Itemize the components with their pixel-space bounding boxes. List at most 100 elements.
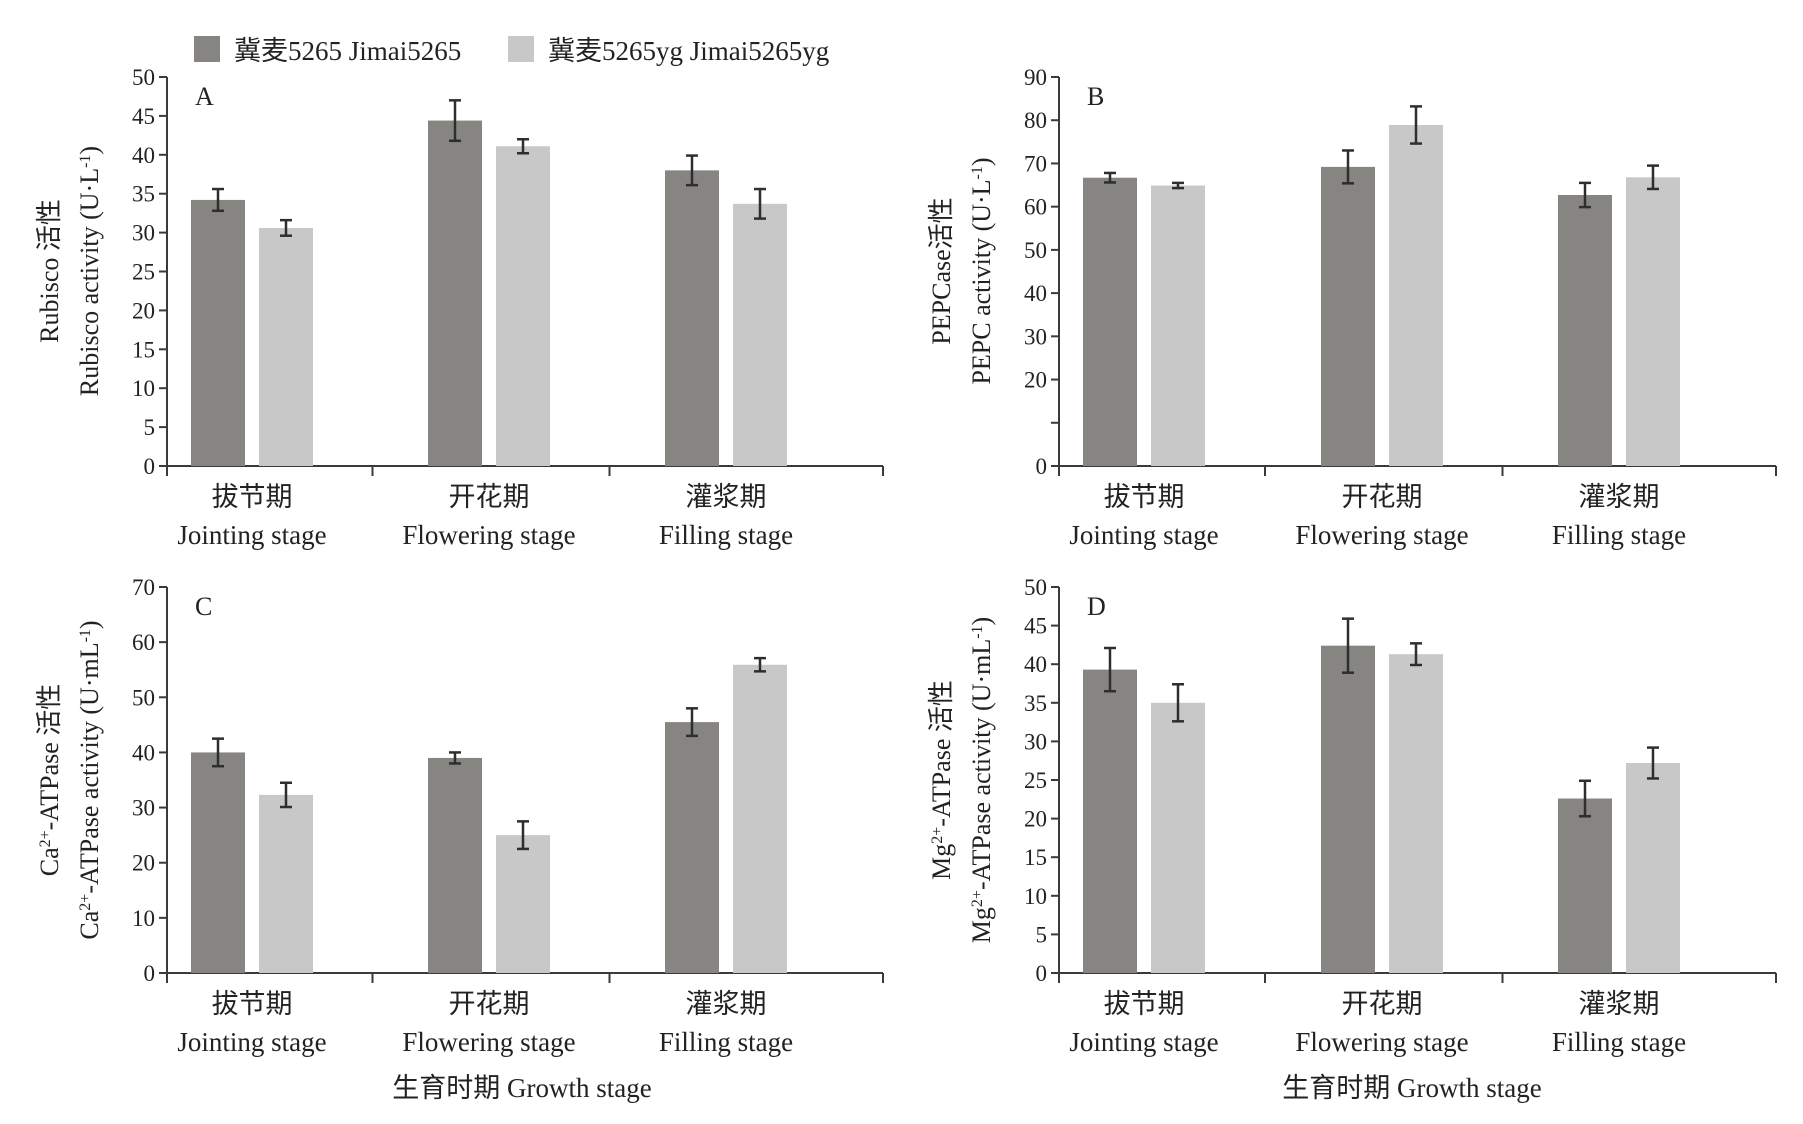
y-tick-label: 0 [1036, 961, 1048, 986]
category-label-en: Filling stage [1552, 520, 1686, 550]
y-tick-label: 35 [132, 182, 155, 207]
category-label-zh: 拔节期 [1104, 989, 1185, 1019]
bar-series1-2 [1558, 798, 1612, 973]
legend-label-jimai5265yg: 冀麦5265yg Jimai5265yg [548, 36, 829, 66]
bar-series1-1 [1321, 645, 1375, 973]
y-tick-label: 5 [144, 415, 156, 440]
y-tick-label: 60 [132, 630, 155, 655]
bar-series2-0 [259, 794, 313, 973]
y-tick-label: 50 [1024, 575, 1047, 600]
y-tick-label: 30 [1024, 324, 1047, 349]
y-axis-title-en: PEPC activity (U·L-1) [967, 157, 996, 384]
y-tick-label: 60 [1024, 195, 1047, 220]
y-tick-label: 10 [132, 906, 155, 931]
y-axis-title-zh: Mg2+-ATPase 活性 [927, 680, 956, 880]
y-tick-label: 80 [1024, 108, 1047, 133]
panel-letter: B [1087, 82, 1104, 111]
bar-series1-2 [665, 722, 719, 973]
y-tick-label: 15 [132, 337, 155, 362]
y-tick-label: 40 [1024, 652, 1047, 677]
bar-series2-1 [496, 835, 550, 973]
y-tick-label: 30 [132, 221, 155, 246]
category-label-en: Jointing stage [177, 1027, 326, 1057]
chart-panel-b: 0 20 30 40 50 60 70 80 90 B 拔节期 Jointing stage 开花期 Fl… [927, 65, 1777, 550]
y-tick-label: 15 [1024, 845, 1047, 870]
y-tick-label: 70 [132, 575, 155, 600]
category-label-zh: 开花期 [1342, 989, 1423, 1019]
bar-series2-1 [1389, 654, 1443, 973]
bar-series2-1 [496, 146, 550, 466]
y-tick-label: 0 [144, 961, 156, 986]
chart-panel-c: 0 10 20 30 40 50 60 70 C 拔节期 Jointing stage 开花期 Flow… [35, 575, 884, 1057]
y-tick-label: 25 [1024, 768, 1047, 793]
bar-series1-0 [191, 199, 245, 466]
bar-series1-0 [1083, 177, 1137, 467]
panel-letter: A [195, 82, 214, 111]
y-tick-label: 45 [1024, 614, 1047, 639]
category-label-en: Flowering stage [1295, 1027, 1468, 1057]
bar-series2-2 [733, 203, 787, 466]
y-tick-label: 20 [132, 851, 155, 876]
category-label-en: Flowering stage [1295, 520, 1468, 550]
bar-series2-2 [1626, 177, 1680, 466]
y-tick-label: 25 [132, 260, 155, 285]
category-label-en: Jointing stage [177, 520, 326, 550]
y-axis-title-zh: Rubisco 活性 [35, 199, 64, 343]
bar-series1-1 [428, 120, 482, 467]
y-tick-label: 50 [1024, 238, 1047, 263]
y-tick-label: 50 [132, 685, 155, 710]
bar-series1-2 [665, 170, 719, 467]
panel-letter: D [1087, 592, 1106, 621]
y-tick-label: 20 [1024, 368, 1047, 393]
category-label-en: Filling stage [1552, 1027, 1686, 1057]
y-tick-label: 40 [132, 740, 155, 765]
y-axis-title-en: Mg2+-ATPase activity (U·mL-1) [967, 617, 996, 943]
growth-stage-label-left: 生育时期 Growth stage [392, 1073, 651, 1103]
bar-series1-1 [1321, 166, 1375, 466]
bar-series2-0 [1151, 185, 1205, 466]
y-tick-label: 10 [132, 376, 155, 401]
bar-series2-1 [1389, 124, 1443, 466]
category-label-zh: 灌浆期 [1579, 482, 1660, 512]
y-tick-label: 30 [1024, 729, 1047, 754]
y-tick-label: 40 [1024, 281, 1047, 306]
y-tick-label: 40 [132, 143, 155, 168]
y-axis-title-en: Ca2+-ATPase activity (U·mL-1) [75, 620, 104, 939]
category-label-zh: 拔节期 [212, 989, 293, 1019]
y-tick-label: 30 [132, 796, 155, 821]
category-label-en: Filling stage [659, 1027, 793, 1057]
bar-series1-2 [1558, 194, 1612, 466]
category-label-zh: 灌浆期 [686, 482, 767, 512]
y-tick-label: 70 [1024, 151, 1047, 176]
y-tick-label: 20 [132, 298, 155, 323]
y-tick-label: 5 [1036, 922, 1048, 947]
legend-label-jimai5265: 冀麦5265 Jimai5265 [234, 36, 461, 66]
chart-panel-a: 0 5 10 15 20 25 30 35 40 45 50 A 拔节期 Jointing stage 开花… [35, 65, 884, 550]
y-tick-label: 0 [1036, 454, 1048, 479]
category-label-zh: 拔节期 [1104, 482, 1185, 512]
y-tick-label: 50 [132, 65, 155, 90]
legend: 冀麦5265 Jimai5265 冀麦5265yg Jimai5265yg [194, 36, 829, 66]
bar-series2-0 [1151, 702, 1205, 973]
category-label-zh: 拔节期 [212, 482, 293, 512]
bar-series1-1 [428, 757, 482, 973]
category-label-en: Filling stage [659, 520, 793, 550]
category-label-zh: 灌浆期 [1579, 989, 1660, 1019]
category-label-en: Flowering stage [402, 1027, 575, 1057]
category-label-en: Flowering stage [402, 520, 575, 550]
panel-letter: C [195, 592, 212, 621]
bar-series2-0 [259, 227, 313, 466]
category-label-en: Jointing stage [1069, 520, 1218, 550]
category-label-zh: 开花期 [449, 989, 530, 1019]
bar-series2-2 [733, 664, 787, 973]
chart-panel-d: 0 5 10 15 20 25 30 35 40 45 50 D 拔节期 Jointing stage 开花… [927, 575, 1777, 1057]
legend-swatch-jimai5265yg [508, 36, 534, 62]
y-tick-label: 90 [1024, 65, 1047, 90]
y-axis-title-zh: Ca2+-ATPase 活性 [35, 684, 64, 877]
category-label-zh: 开花期 [449, 482, 530, 512]
growth-stage-label-right: 生育时期 Growth stage [1282, 1073, 1541, 1103]
bar-series2-2 [1626, 763, 1680, 973]
y-tick-label: 10 [1024, 884, 1047, 909]
